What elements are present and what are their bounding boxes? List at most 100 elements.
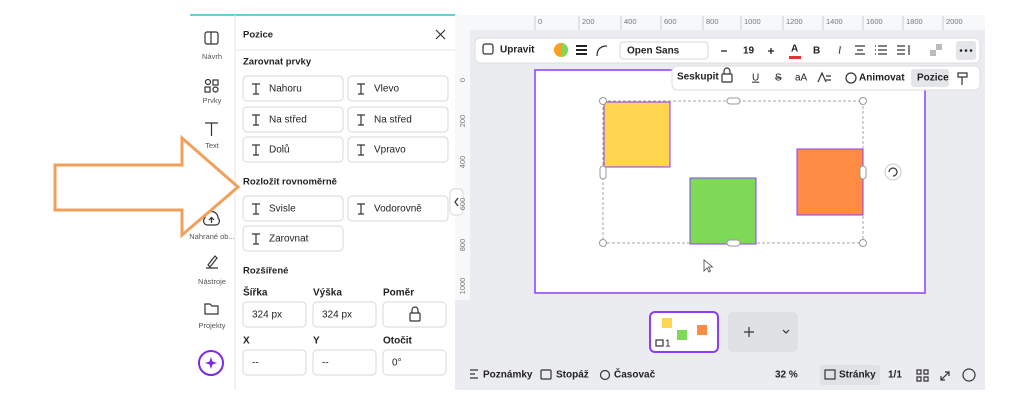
font-size[interactable]: 19 bbox=[743, 46, 755, 57]
field-label: X bbox=[243, 336, 250, 347]
handle[interactable] bbox=[599, 239, 607, 247]
panel-button[interactable] bbox=[347, 75, 449, 102]
field-input[interactable] bbox=[312, 349, 377, 376]
panel-button[interactable] bbox=[347, 106, 449, 133]
field-input[interactable] bbox=[382, 301, 447, 328]
panel-button[interactable] bbox=[242, 106, 344, 133]
zoom-level[interactable]: 32 % bbox=[775, 370, 798, 381]
transparency-cell bbox=[936, 50, 942, 56]
timer-icon bbox=[599, 369, 611, 381]
spacing-button[interactable] bbox=[897, 45, 910, 55]
ruler-label: 200 bbox=[458, 115, 467, 128]
close-button[interactable] bbox=[435, 29, 446, 40]
border-style-button[interactable] bbox=[576, 45, 587, 55]
field-input[interactable] bbox=[242, 301, 307, 328]
group-button[interactable]: Seskupit bbox=[677, 72, 719, 83]
panel-button[interactable] bbox=[347, 136, 449, 163]
collapse-tab[interactable] bbox=[449, 188, 464, 216]
ruler-label: 1000 bbox=[744, 17, 761, 26]
page-menu-button[interactable] bbox=[782, 329, 790, 334]
field-input[interactable] bbox=[382, 349, 447, 376]
elements-icon-part bbox=[204, 86, 211, 93]
bold-button[interactable]: B bbox=[813, 46, 820, 57]
yellow-square[interactable] bbox=[603, 101, 671, 168]
font-increase[interactable] bbox=[768, 48, 774, 54]
align-button[interactable] bbox=[855, 45, 865, 55]
field-label: Šířka bbox=[243, 286, 268, 299]
panel-button[interactable] bbox=[242, 195, 344, 222]
field-value: 324 px bbox=[322, 310, 352, 321]
notes-button[interactable]: Poznámky bbox=[483, 370, 533, 381]
ruler-label: 1000 bbox=[458, 278, 467, 295]
more-dot bbox=[959, 49, 963, 52]
ruler-label: 600 bbox=[458, 198, 467, 211]
animate-icon bbox=[845, 72, 857, 84]
field-value: 0° bbox=[392, 358, 402, 369]
edit-button[interactable]: Upravit bbox=[500, 45, 535, 56]
handle[interactable] bbox=[726, 239, 741, 247]
elements-icon-part bbox=[212, 79, 219, 86]
field-label: Poměr bbox=[383, 288, 414, 299]
sidebar-label: Prvky bbox=[203, 96, 222, 105]
handle[interactable] bbox=[599, 97, 607, 105]
text-icon[interactable] bbox=[205, 122, 218, 136]
field-input[interactable] bbox=[312, 301, 377, 328]
thumb-orange bbox=[697, 325, 707, 335]
case-button[interactable]: aA bbox=[795, 73, 808, 84]
effects-button[interactable] bbox=[817, 71, 831, 83]
timing-icon bbox=[540, 369, 552, 380]
handle[interactable] bbox=[859, 239, 867, 247]
ruler-label: 600 bbox=[664, 17, 677, 26]
pages-button[interactable]: Stránky bbox=[839, 370, 876, 381]
magic-icon bbox=[205, 357, 217, 369]
button-label: Vpravo bbox=[374, 145, 406, 156]
elements-icon[interactable] bbox=[204, 78, 212, 86]
green-square[interactable] bbox=[689, 177, 757, 245]
fullscreen-button[interactable] bbox=[940, 371, 950, 381]
button-label: Na střed bbox=[374, 115, 412, 126]
button-icon bbox=[357, 83, 365, 95]
ruler-label: 1600 bbox=[866, 17, 883, 26]
strike-button[interactable]: S bbox=[775, 73, 782, 84]
lock-button[interactable] bbox=[721, 73, 733, 83]
font-select[interactable] bbox=[619, 41, 709, 60]
add-page-button[interactable] bbox=[744, 327, 754, 337]
position-button[interactable]: Pozice bbox=[917, 73, 949, 84]
help-button[interactable] bbox=[962, 368, 976, 382]
handle[interactable] bbox=[599, 165, 607, 180]
panel-button[interactable] bbox=[242, 75, 344, 102]
underline-button[interactable]: U bbox=[752, 73, 759, 84]
timing-button[interactable]: Stopáž bbox=[556, 370, 589, 381]
notes-icon bbox=[470, 369, 478, 379]
ruler-label: 400 bbox=[458, 156, 467, 169]
ruler-label: 1800 bbox=[906, 17, 923, 26]
font-name: Open Sans bbox=[627, 46, 680, 57]
projects-icon[interactable] bbox=[204, 303, 219, 315]
ratio-lock[interactable] bbox=[409, 312, 421, 322]
selection-handles bbox=[599, 97, 867, 247]
grid-view-button[interactable] bbox=[916, 369, 929, 382]
italic-button[interactable]: I bbox=[837, 45, 842, 56]
animate-button[interactable]: Animovat bbox=[859, 73, 905, 84]
list-button[interactable] bbox=[875, 45, 887, 55]
corner-button[interactable] bbox=[596, 45, 608, 57]
timer-button[interactable]: Časovač bbox=[614, 368, 656, 381]
ruler-label: 200 bbox=[582, 17, 595, 26]
thumb-yellow bbox=[662, 318, 672, 328]
handle[interactable] bbox=[859, 165, 867, 180]
tools-icon[interactable] bbox=[206, 255, 218, 269]
advanced-heading: Rozšířené bbox=[243, 266, 288, 277]
handle[interactable] bbox=[859, 97, 867, 105]
copy-style-button[interactable] bbox=[957, 72, 968, 85]
field-input[interactable] bbox=[242, 349, 307, 376]
rotate-button[interactable] bbox=[884, 163, 902, 181]
button-label: Zarovnat bbox=[269, 234, 309, 245]
position-button-bg[interactable] bbox=[911, 69, 949, 87]
handle[interactable] bbox=[726, 97, 741, 105]
text-color-button[interactable]: A bbox=[791, 44, 798, 55]
panel-button[interactable] bbox=[347, 195, 449, 222]
orange-square[interactable] bbox=[796, 148, 864, 216]
panel-button[interactable] bbox=[242, 225, 344, 252]
panel-button[interactable] bbox=[242, 136, 344, 163]
